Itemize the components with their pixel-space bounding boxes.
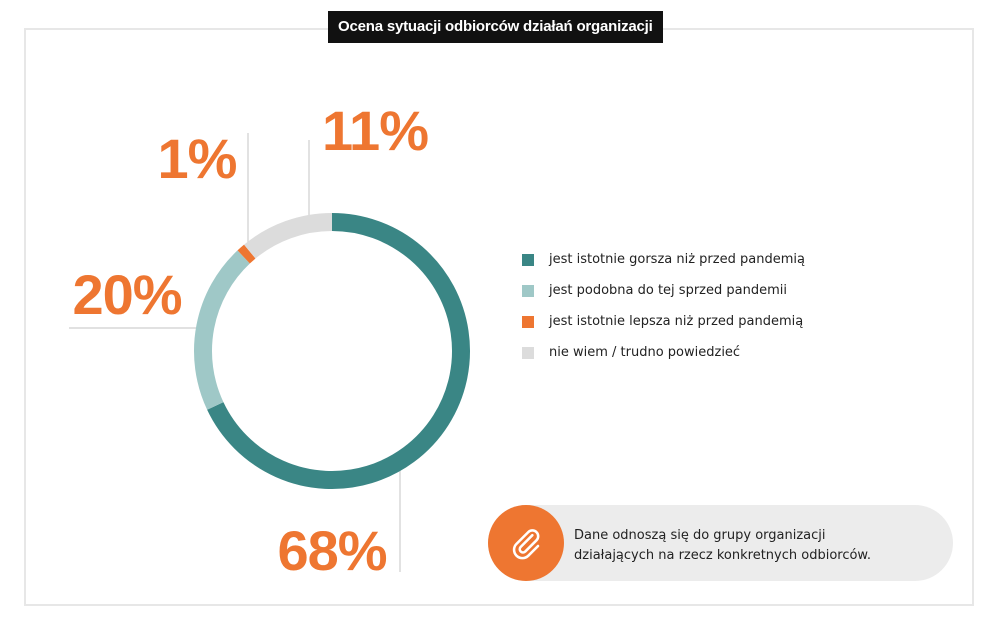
donut-slices — [194, 213, 470, 489]
legend-swatch — [522, 253, 534, 266]
info-note-text: Dane odnoszą się do grupy organizacji dz… — [574, 526, 934, 566]
legend-label: jest podobna do tej sprzed pandemii — [549, 283, 787, 298]
legend-swatch — [522, 315, 534, 328]
value-label: 1% — [158, 127, 237, 190]
legend-label: jest istotnie gorsza niż przed pandemią — [549, 252, 805, 267]
leader-lines — [69, 133, 401, 572]
legend-swatch — [522, 284, 534, 297]
value-label: 20% — [72, 263, 181, 326]
legend: jest istotnie gorsza niż przed pandemią … — [522, 244, 805, 368]
info-note-line: Dane odnoszą się do grupy organizacji — [574, 528, 826, 543]
donut-slice — [194, 250, 250, 410]
donut-slice — [207, 213, 470, 489]
donut-slice — [237, 244, 256, 264]
legend-label: jest istotnie lepsza niż przed pandemią — [549, 314, 804, 329]
info-badge — [488, 505, 564, 581]
paperclip-icon — [512, 529, 540, 560]
legend-item: jest istotnie lepsza niż przed pandemią — [522, 306, 805, 337]
chart-title: Ocena sytuacji odbiorców działań organiz… — [328, 11, 663, 43]
legend-item: nie wiem / trudno powiedzieć — [522, 337, 805, 368]
legend-swatch — [522, 346, 534, 359]
donut-slice — [244, 213, 333, 259]
legend-label: nie wiem / trudno powiedzieć — [549, 345, 741, 360]
legend-item: jest istotnie gorsza niż przed pandemią — [522, 244, 805, 275]
info-note-line: działających na rzecz konkretnych odbior… — [574, 548, 872, 563]
value-label: 68% — [277, 519, 386, 582]
legend-item: jest podobna do tej sprzed pandemii — [522, 275, 805, 306]
info-note: Dane odnoszą się do grupy organizacji dz… — [488, 505, 953, 581]
value-label: 11% — [322, 99, 428, 162]
value-labels: 68% 20% 1% 11% — [72, 99, 429, 582]
